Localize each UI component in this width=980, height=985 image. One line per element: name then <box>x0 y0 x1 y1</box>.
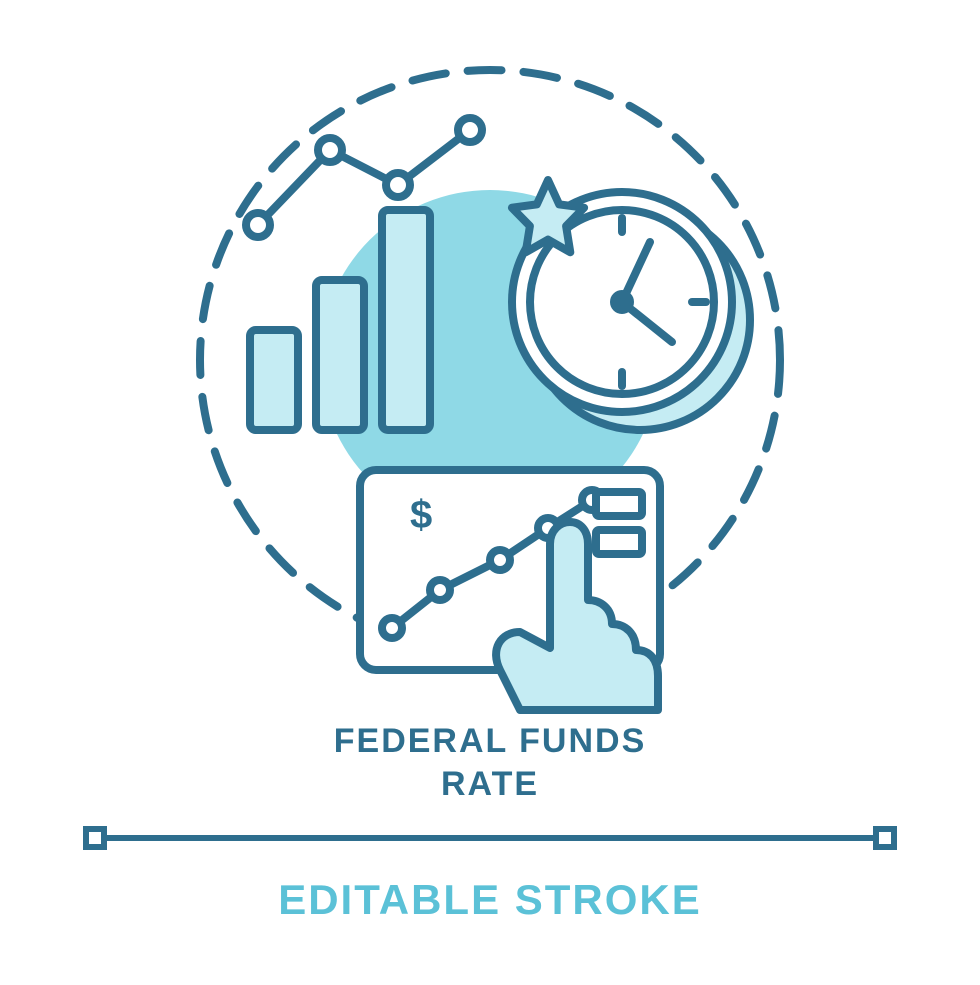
bar-chart-icon <box>250 210 430 430</box>
dollar-sign-icon: $ <box>410 493 432 537</box>
infographic-canvas: $ FEDERAL FUNDS RATE EDITABLE STROKE <box>0 0 980 980</box>
title-line-2: RATE <box>441 765 539 803</box>
editable-stroke-label: EDITABLE STROKE <box>0 876 980 924</box>
divider-icon <box>86 829 894 847</box>
concept-icon: $ <box>0 0 980 980</box>
concept-title: FEDERAL FUNDS RATE <box>0 720 980 805</box>
title-line-1: FEDERAL FUNDS <box>334 722 647 760</box>
